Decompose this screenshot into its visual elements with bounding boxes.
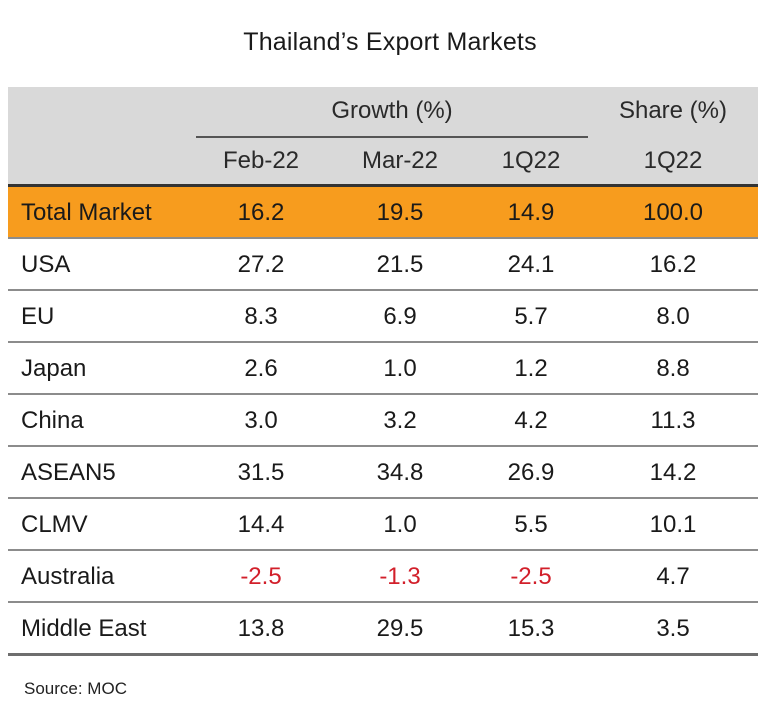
- table-cell: 14.2: [649, 459, 697, 486]
- table-cell: 1.0: [383, 511, 417, 538]
- table-cell: 8.0: [656, 303, 690, 330]
- chart-title: Thailand’s Export Markets: [243, 28, 537, 56]
- column-header-1q22-growth: 1Q22: [501, 147, 561, 174]
- table-cell: 27.2: [237, 251, 285, 278]
- table-cell: 8.3: [244, 303, 278, 330]
- row-label: EU: [21, 303, 55, 330]
- table-cell: 100.0: [642, 199, 704, 226]
- table-cell: -2.5: [510, 563, 552, 590]
- table-cell: 1.0: [383, 355, 417, 382]
- table-header: Growth (%) Share (%) Feb-22 Mar-22 1Q22 …: [8, 87, 758, 184]
- column-header-feb-22: Feb-22: [222, 147, 300, 174]
- table-body: Total Market 16.2 19.5 14.9 100.0 USA 27.2 21.5…: [8, 187, 758, 656]
- table-cell: 21.5: [376, 251, 424, 278]
- table-cell: 4.7: [656, 563, 690, 590]
- table-cell: 15.3: [507, 615, 555, 642]
- table-row: ASEAN5 31.5 34.8 26.9 14.2: [8, 447, 758, 499]
- row-label: Middle East: [21, 615, 147, 642]
- table-row: USA 27.2 21.5 24.1 16.2: [8, 239, 758, 291]
- table-cell: 2.6: [244, 355, 278, 382]
- source-note: Source: MOC: [24, 679, 127, 698]
- table-cell: 10.1: [649, 511, 697, 538]
- table-cell: 5.7: [514, 303, 548, 330]
- row-label: Total Market: [21, 199, 152, 226]
- table-cell: -2.5: [240, 563, 282, 590]
- table-row: Japan 2.6 1.0 1.2 8.8: [8, 343, 758, 395]
- table-cell: 13.8: [237, 615, 285, 642]
- table-cell: 5.5: [514, 511, 548, 538]
- share-group-label: Share (%): [618, 97, 728, 124]
- table-row: CLMV 14.4 1.0 5.5 10.1: [8, 499, 758, 551]
- table-cell: 3.2: [383, 407, 417, 434]
- row-label: ASEAN5: [21, 459, 116, 486]
- growth-group-rule: [196, 136, 588, 138]
- table-cell: 16.2: [237, 199, 285, 226]
- table-cell: 8.8: [656, 355, 690, 382]
- table-cell: 3.0: [244, 407, 278, 434]
- table-cell: 3.5: [656, 615, 690, 642]
- table-cell: 24.1: [507, 251, 555, 278]
- column-header-1q22-share: 1Q22: [643, 147, 703, 174]
- table-cell: 6.9: [383, 303, 417, 330]
- table-row: Total Market 16.2 19.5 14.9 100.0: [8, 187, 758, 239]
- table-cell: 31.5: [237, 459, 285, 486]
- table-cell: 14.9: [507, 199, 555, 226]
- row-label: Japan: [21, 355, 87, 382]
- table-cell: -1.3: [379, 563, 421, 590]
- table-cell: 14.4: [237, 511, 285, 538]
- table-row: EU 8.3 6.9 5.7 8.0: [8, 291, 758, 343]
- table-row: Australia -2.5 -1.3 -2.5 4.7: [8, 551, 758, 603]
- table-row: Middle East 13.8 29.5 15.3 3.5: [8, 603, 758, 656]
- table-cell: 11.3: [650, 407, 696, 434]
- table-cell: 16.2: [649, 251, 697, 278]
- row-label: USA: [21, 251, 71, 278]
- table-cell: 29.5: [376, 615, 424, 642]
- row-label: China: [21, 407, 84, 434]
- column-header-mar-22: Mar-22: [361, 147, 439, 174]
- row-label: Australia: [21, 563, 115, 590]
- table-cell: 19.5: [376, 199, 424, 226]
- table-cell: 26.9: [507, 459, 555, 486]
- table-cell: 4.2: [514, 407, 548, 434]
- table-cell: 34.8: [376, 459, 424, 486]
- export-markets-table: Growth (%) Share (%) Feb-22 Mar-22 1Q22 …: [8, 87, 758, 656]
- row-label: CLMV: [21, 511, 88, 538]
- growth-group-label: Growth (%): [331, 97, 453, 124]
- table-row: China 3.0 3.2 4.2 11.3: [8, 395, 758, 447]
- header-divider: [8, 184, 758, 187]
- table-cell: 1.2: [514, 355, 548, 382]
